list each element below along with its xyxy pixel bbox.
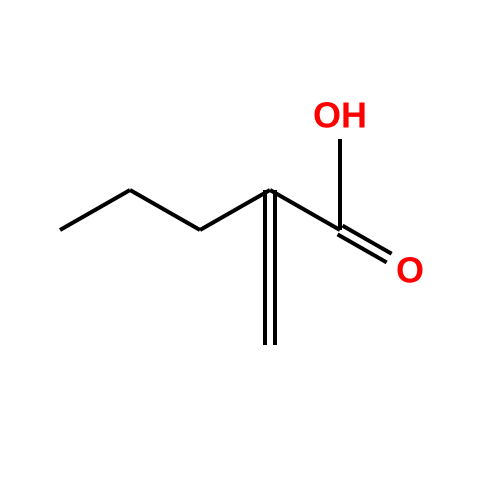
molecule-diagram: OH O [0,0,500,500]
atom-label-O2: O [396,250,424,291]
atom-label-O1: OH [313,95,367,136]
